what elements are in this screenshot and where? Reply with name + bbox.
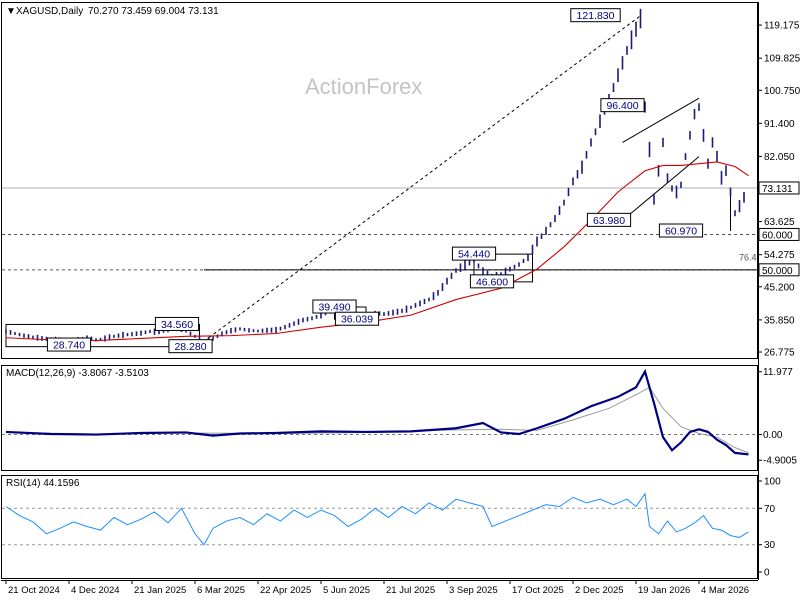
price-tag-label: 60.000 (762, 230, 793, 241)
pane-border-1 (1, 365, 758, 471)
annotation-label: 54.440 (458, 249, 490, 261)
price-tag-box (758, 227, 800, 241)
price-axis-label: 91.400 (764, 119, 795, 130)
fib-trendline (203, 15, 641, 342)
annotation-box (570, 8, 621, 23)
pane-border-2 (1, 475, 758, 579)
annotation-box (658, 223, 704, 238)
time-axis-label: 6 Mar 2025 (197, 585, 245, 596)
rsi-axis-label: 70 (764, 504, 776, 515)
annotation-box (334, 311, 380, 326)
price-tag-label: 50.000 (762, 266, 793, 277)
rsi-title: RSI(14) 44.1596 (6, 478, 80, 489)
annotation-box (586, 212, 632, 227)
annotation-box (154, 316, 200, 331)
annotation-box (46, 337, 92, 352)
macd-axis-label: 11.977 (763, 367, 793, 378)
time-axis-label: 17 Oct 2025 (512, 585, 564, 596)
annotation-label: 36.039 (341, 314, 373, 326)
rsi-axis-label: 30 (764, 540, 776, 551)
price-axis-label: 63.625 (764, 217, 795, 228)
price-axis-label: 119.175 (764, 21, 800, 32)
annotation-label: 46.600 (476, 276, 508, 288)
annotation-box (168, 339, 213, 354)
price-axis-label: 82.050 (764, 152, 795, 163)
macd-axis-label: 0.00 (763, 430, 783, 441)
price-axis-label: 100.750 (764, 86, 800, 97)
annotation-label: 96.400 (606, 100, 638, 112)
watermark: ActionForex (305, 74, 422, 99)
time-axis-label: 21 Jul 2025 (386, 585, 435, 596)
price-axis-label: 109.825 (764, 54, 800, 65)
macd-main-line (5, 368, 749, 456)
price-tag-label: 73.131 (762, 184, 793, 195)
annotation-label: 39.490 (318, 302, 350, 314)
channel-line-2 (622, 156, 700, 221)
time-axis-label: 3 Sep 2025 (449, 585, 498, 596)
annotation-box (451, 246, 497, 261)
price-pane-ohlc: 70.270 73.459 69.004 73.131 (88, 6, 219, 17)
time-axis-label: 22 Apr 2025 (260, 585, 311, 596)
price-axis-label: 35.850 (764, 315, 795, 326)
rsi-axis-label: 100 (764, 477, 781, 488)
time-axis-label: 21 Jan 2025 (134, 585, 186, 596)
pane-border-0 (1, 2, 758, 359)
price-axis-label: 26.775 (764, 348, 795, 359)
price-pane-symbol: XAGUSD,Daily (16, 6, 83, 17)
macd-axis-label: -4.9005 (763, 456, 797, 467)
macd-title: MACD(12,26,9) -3.8067 -3.5103 (6, 368, 149, 379)
time-axis-label: 19 Jan 2026 (638, 585, 690, 596)
annotation-label: 34.560 (161, 319, 193, 331)
rsi-axis-label: 0 (764, 568, 770, 579)
price-axis-label: 45.200 (764, 282, 795, 293)
annotation-label: 63.980 (593, 215, 625, 227)
annotation-box (469, 274, 515, 289)
rsi-line (5, 492, 749, 546)
fib-level-label: 76.4 (739, 253, 757, 263)
time-axis-label: 21 Oct 2024 (8, 585, 60, 596)
range-box-1 (5, 323, 200, 348)
time-axis-label: 4 Mar 2026 (701, 585, 749, 596)
price-tag-box (758, 263, 800, 277)
annotation-box (312, 299, 357, 314)
annotation-label: 28.740 (53, 340, 85, 352)
annotation-label: 60.970 (665, 226, 697, 238)
price-tag-box (758, 181, 800, 195)
price-pane-symbol-icon: ▼ (6, 6, 16, 17)
annotation-label: 28.280 (174, 341, 206, 353)
time-axis-label: 2 Dec 2025 (575, 585, 624, 596)
time-axis-label: 4 Dec 2024 (71, 585, 120, 596)
annotation-box (600, 98, 645, 113)
channel-line-1 (622, 97, 700, 143)
annotation-label: 121.830 (577, 10, 615, 22)
time-axis-label: 5 Jun 2025 (323, 585, 370, 596)
price-axis-label: 54.275 (764, 250, 795, 261)
